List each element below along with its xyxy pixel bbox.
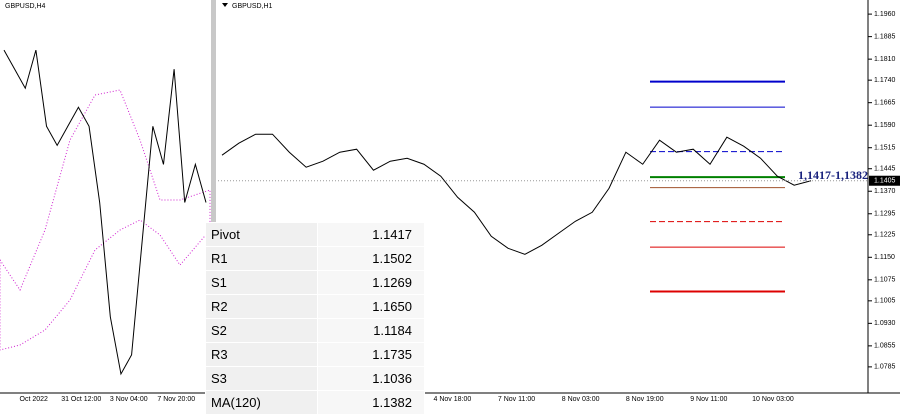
x-tick-label: 8 Nov 19:00 [626,396,664,403]
y-tick-label: 1.1740 [874,77,896,84]
y-tick-label: 1.1885 [874,33,896,40]
level-name: S1 [204,270,319,295]
table-row: S1 1.1269 [204,270,425,295]
table-row: R1 1.1502 [204,246,425,271]
level-value: 1.1269 [317,270,425,295]
y-tick-label: 1.1590 [874,122,896,129]
level-name: R1 [204,246,319,271]
x-tick-label: 7 Nov 20:00 [157,396,195,403]
y-tick-label: 1.1075 [874,277,896,284]
x-tick-label: 4 Nov 18:00 [434,396,472,403]
y-tick-label: 1.1445 [874,166,896,173]
y-tick-label: 1.1225 [874,232,896,239]
price-line [3,49,207,376]
level-name: R3 [204,342,319,367]
x-tick-label: 7 Nov 11:00 [498,396,535,403]
y-tick-label: 1.1665 [874,100,896,107]
level-name: Pivot [204,222,319,247]
x-tick-label: 10 Nov 03:00 [752,396,794,403]
right-title: GBPUSD,H1 [232,3,273,10]
table-row: S2 1.1184 [204,318,425,343]
annotation: 1,1417-1,1382 [798,168,868,182]
table-row: R3 1.1735 [204,342,425,367]
level-value: 1.1650 [317,294,425,319]
left-title: GBPUSD,H4 [5,3,46,10]
table-row: S3 1.1036 [204,366,425,391]
panel-separator [211,0,216,410]
table-row: MA(120) 1.1382 [204,390,425,415]
x-tick-label: 9 Nov 11:00 [690,396,727,403]
level-value: 1.1184 [317,318,425,343]
title-arrow [222,3,228,7]
x-tick-label: 8 Nov 03:00 [562,396,600,403]
last-price-label: 1.1405 [874,178,896,185]
y-tick-label: 1.0785 [874,364,896,371]
pivot-table: Pivot 1.1417 R1 1.1502 S1 1.1269 R2 1.1650 S2 1.1… [204,222,425,415]
x-tick-label: 3 Nov 04:00 [110,396,148,403]
y-tick-label: 1.1810 [874,56,896,63]
y-tick-label: 1.1150 [874,254,895,261]
y-tick-label: 1.0930 [874,320,896,327]
y-tick-label: 1.1960 [874,11,896,18]
table-row: R2 1.1650 [204,294,425,319]
y-tick-label: 1.1515 [874,145,896,152]
level-value: 1.1502 [317,246,425,271]
x-tick-label: 31 Oct 12:00 [61,396,101,403]
last-price-box [869,175,900,186]
level-value: 1.1036 [317,366,425,391]
level-value: 1.1382 [317,390,425,415]
level-value: 1.1735 [317,342,425,367]
y-tick-label: 1.1295 [874,211,896,218]
y-tick-label: 1.1005 [874,298,896,305]
x-tick-label: Oct 2022 [20,396,49,403]
level-value: 1.1417 [317,222,425,247]
level-name: S2 [204,318,319,343]
y-tick-label: 1.0855 [874,343,896,350]
level-name: MA(120) [204,390,319,415]
table-row: Pivot 1.1417 [204,222,425,247]
price-line [221,133,812,255]
y-tick-label: 1.1370 [874,188,896,195]
level-name: R2 [204,294,319,319]
level-name: S3 [204,366,319,391]
